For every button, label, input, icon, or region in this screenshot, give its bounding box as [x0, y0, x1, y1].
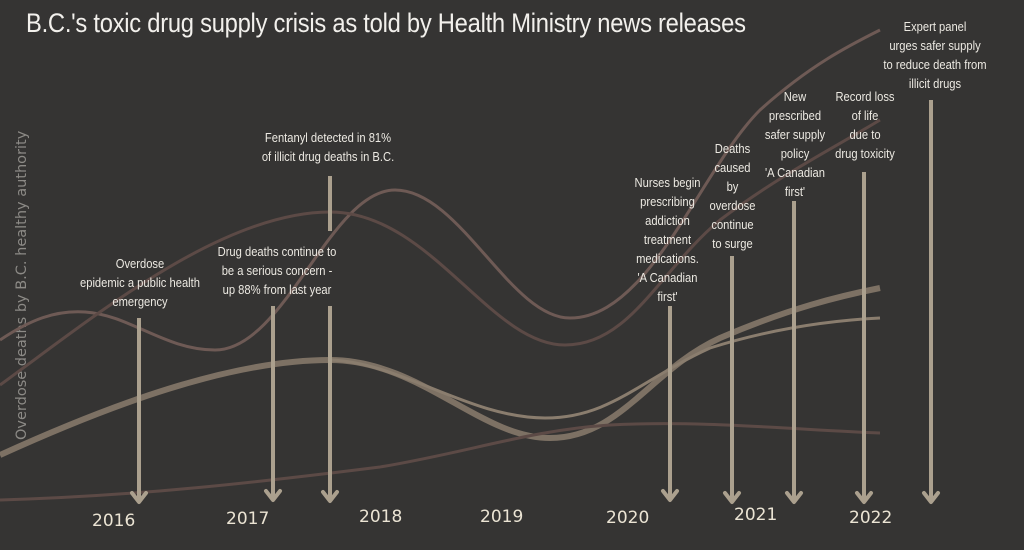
arrow-down-icon — [922, 491, 940, 504]
annotation-2022-expert-panel: Expert panel urges safer supply to reduc… — [883, 19, 987, 91]
arrow-down-icon — [264, 489, 282, 502]
annotation-2017-fentanyl: Fentanyl detected in 81% of illicit drug… — [261, 130, 395, 164]
trend-curve-3 — [0, 285, 881, 458]
trend-curve-4 — [329, 316, 881, 420]
arrow-down-icon — [723, 491, 741, 504]
year-label-2016: 2016 — [92, 511, 136, 531]
year-label-2017: 2017 — [226, 509, 270, 529]
year-label-2020: 2020 — [606, 508, 650, 528]
trend-curve-1 — [0, 28, 881, 352]
annotation-2021-surge: Deaths caused by overdose continue to su… — [709, 141, 756, 251]
year-label-2021: 2021 — [734, 505, 778, 525]
arrow-down-icon — [785, 491, 803, 504]
arrow-down-icon — [321, 490, 339, 503]
annotation-2021-safer-supply: New prescribed safer supply policy 'A Ca… — [764, 89, 826, 199]
annotation-2022-record-loss: Record loss of life due to drug toxicity — [835, 89, 895, 161]
trend-curves — [0, 28, 881, 502]
trend-curve-5 — [0, 422, 881, 502]
year-label-2022: 2022 — [849, 508, 893, 528]
annotation-arrows — [130, 100, 940, 504]
arrow-down-icon — [130, 491, 148, 504]
trend-curve-2 — [0, 118, 881, 387]
year-label-2019: 2019 — [480, 507, 524, 527]
annotation-2020-nurses: Nurses begin prescribing addiction treat… — [634, 175, 701, 304]
arrow-down-icon — [661, 489, 679, 502]
arrow-down-icon — [855, 491, 873, 504]
chart-title: B.C.'s toxic drug supply crisis as told … — [26, 8, 746, 38]
annotation-2016-emergency: Overdose epidemic a public health emerge… — [80, 256, 200, 309]
annotation-2017-concern: Drug deaths continue to be a serious con… — [217, 244, 337, 297]
year-label-2018: 2018 — [359, 507, 403, 527]
